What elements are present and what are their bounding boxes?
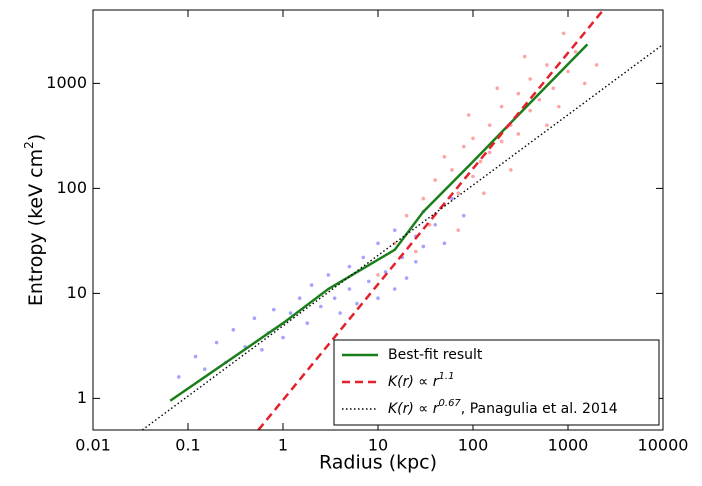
plot-area — [141, 10, 663, 430]
scatter-point — [297, 296, 302, 300]
scatter-point — [392, 228, 397, 232]
x-tick-label: 10000 — [638, 436, 689, 455]
scatter-point — [545, 63, 549, 67]
x-tick-label: 0.01 — [75, 436, 111, 455]
scatter-point — [326, 273, 331, 277]
scatter-point — [487, 123, 492, 127]
scatter-point — [487, 150, 492, 155]
scatter-point — [366, 279, 371, 284]
legend-label: Best-fit result — [388, 347, 483, 363]
scatter-point — [528, 77, 532, 81]
scatter-point — [404, 213, 409, 218]
scatter-point — [461, 144, 466, 149]
scatter-point — [421, 244, 426, 249]
scatter-point — [214, 340, 219, 345]
scatter-point — [271, 307, 276, 312]
scatter-point — [471, 174, 475, 179]
scatter-point — [495, 86, 500, 90]
scatter-point — [193, 354, 198, 359]
scatter-point — [516, 132, 521, 136]
scatter-point — [433, 178, 437, 182]
scatter-point — [499, 104, 504, 109]
scatter-point — [332, 296, 337, 300]
legend-label-name: Best-fit result — [388, 347, 483, 363]
scatter-point — [288, 311, 293, 315]
scatter-point — [573, 49, 578, 54]
scatter-point — [478, 159, 483, 164]
scatter-point — [537, 97, 542, 102]
scatter-point — [176, 375, 181, 379]
legend-label: K(r) ∝ r1.1 — [388, 371, 454, 390]
scatter-point — [466, 113, 471, 117]
x-tick-label: 100 — [458, 436, 489, 455]
scatter-point — [347, 287, 352, 291]
y-axis-label-sup: 2 — [22, 141, 36, 149]
scatter-point — [376, 241, 380, 246]
scatter-point — [404, 276, 409, 280]
scatter-point — [456, 228, 461, 232]
scatter-point — [509, 168, 513, 172]
x-tick-label: 1 — [278, 436, 288, 455]
x-tick-label: 0.1 — [175, 436, 200, 455]
scatter-point — [582, 81, 587, 86]
scatter-point — [252, 316, 257, 321]
scatter-point — [414, 249, 418, 254]
y-axis-label-text: Entropy (keV cm — [25, 149, 47, 306]
scatter-point — [376, 296, 380, 300]
scatter-point — [305, 321, 310, 326]
scatter-point — [231, 328, 236, 332]
scatter-point — [556, 104, 561, 109]
legend-label-sup: 0.67 — [439, 398, 462, 409]
scatter-point — [281, 335, 285, 340]
scatter-point — [442, 241, 447, 246]
scatter-point — [392, 287, 397, 291]
scatter-point — [414, 259, 418, 264]
scatter-point — [516, 91, 521, 96]
scatter-point — [260, 348, 264, 352]
scatter-point — [566, 69, 570, 74]
scatter-point — [594, 63, 599, 67]
scatter-point — [482, 191, 486, 195]
scatter-point — [528, 108, 532, 113]
legend-box — [333, 339, 660, 426]
scatter-point — [361, 255, 366, 260]
scatter-point — [551, 86, 556, 90]
scatter-point — [319, 304, 323, 309]
scatter-point — [376, 273, 380, 277]
scatter-point — [561, 31, 566, 36]
scatter-point — [499, 139, 504, 144]
y-tick-label: 10 — [67, 283, 87, 302]
scatter-point — [450, 168, 454, 172]
scatter-point — [471, 136, 475, 141]
legend-label-suffix: , Panagulia et al. 2014 — [461, 401, 618, 417]
scatter-point — [355, 301, 359, 306]
scatter-point — [309, 283, 314, 287]
scatter-point — [421, 196, 426, 201]
x-tick-label: 10 — [368, 436, 388, 455]
y-tick-label: 100 — [56, 178, 87, 197]
legend-label: K(r) ∝ r0.67, Panagulia et al. 2014 — [388, 398, 618, 417]
scatter-point — [338, 311, 342, 315]
y-axis-label: Entropy (keV cm2) — [22, 134, 47, 306]
y-axis-label-end: ) — [25, 134, 47, 141]
scatter-point — [202, 367, 207, 371]
scatter-point — [522, 54, 527, 59]
scatter-point — [461, 213, 466, 218]
legend-label-sup: 1.1 — [439, 371, 455, 382]
x-axis-label: Radius (kpc) — [319, 452, 437, 474]
scatter-point — [433, 223, 437, 227]
scatter-point — [545, 123, 549, 127]
scatter-point — [442, 154, 447, 159]
y-tick-label: 1000 — [46, 73, 87, 92]
scatter-point — [456, 191, 461, 195]
scatter-point — [450, 196, 454, 201]
legend-label-name: K(r) ∝ r — [388, 401, 440, 417]
y-tick-label: 1 — [77, 388, 87, 407]
legend-label-name: K(r) ∝ r — [388, 374, 440, 390]
scatter-point — [347, 264, 352, 269]
x-tick-label: 1000 — [548, 436, 589, 455]
